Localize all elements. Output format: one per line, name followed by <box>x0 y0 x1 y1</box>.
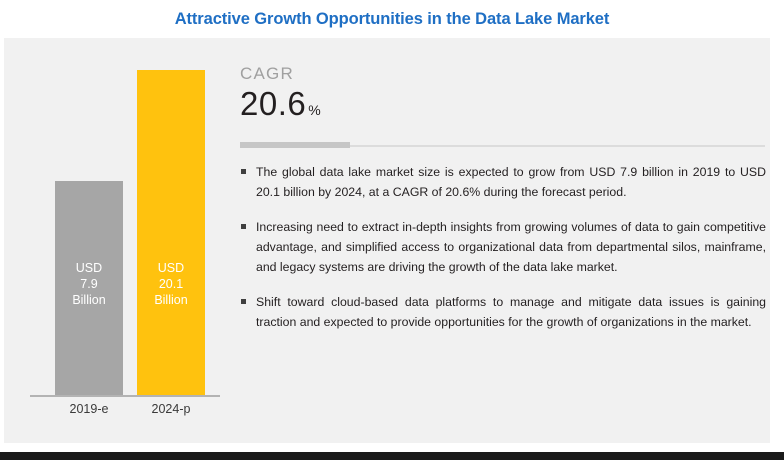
chart-x-axis-labels: 2019-e 2024-p <box>4 402 226 426</box>
list-item-text: Shift toward cloud-based data platforms … <box>256 295 766 329</box>
list-item: Shift toward cloud-based data platforms … <box>236 292 770 332</box>
list-item: Increasing need to extract in-depth insi… <box>236 217 770 277</box>
bar-2019-e: USD 7.9 Billion <box>55 181 123 396</box>
bullet-square-icon <box>241 169 246 174</box>
bar-2024-p-label-line1: USD <box>157 261 185 275</box>
cagr-value: 20.6 <box>240 85 307 122</box>
list-item-text: Increasing need to extract in-depth insi… <box>256 220 766 274</box>
cagr-label: CAGR <box>240 64 294 83</box>
bullet-square-icon <box>241 299 246 304</box>
title-bar: Attractive Growth Opportunities in the D… <box>0 0 784 38</box>
bar-2024-p: USD 20.1 Billion <box>137 70 205 396</box>
axis-tick-2019-e: 2019-e <box>69 402 109 416</box>
bottom-strip <box>0 452 784 460</box>
bar-2024-p-label-line2: 20.1 <box>158 277 184 291</box>
bar-2019-e-label-line1: USD <box>75 261 103 275</box>
divider-thin-segment <box>350 145 765 147</box>
bar-2024-p-label: USD 20.1 Billion <box>154 260 187 396</box>
bar-chart: USD 7.9 Billion USD 20.1 Billion 2019-e … <box>4 38 226 443</box>
divider-thick-segment <box>240 142 350 148</box>
bar-2019-e-label-line2: 7.9 <box>80 277 98 291</box>
list-item-text: The global data lake market size is expe… <box>256 165 766 199</box>
chart-x-axis-line <box>30 395 220 397</box>
axis-tick-2024-p: 2024-p <box>151 402 191 416</box>
bullet-list: The global data lake market size is expe… <box>236 162 770 332</box>
section-divider <box>240 142 768 148</box>
bar-2019-e-label-line3: Billion <box>72 293 106 307</box>
chart-plot-area: USD 7.9 Billion USD 20.1 Billion <box>4 38 226 396</box>
cagr-value-row: 20.6 % <box>240 86 321 122</box>
info-panel: CAGR 20.6 % The global data lake market … <box>236 38 770 443</box>
content-panel: USD 7.9 Billion USD 20.1 Billion 2019-e … <box>4 38 770 443</box>
page-title: Attractive Growth Opportunities in the D… <box>174 9 610 28</box>
bar-2024-p-label-line3: Billion <box>154 293 188 307</box>
list-item: The global data lake market size is expe… <box>236 162 770 202</box>
bar-2019-e-label: USD 7.9 Billion <box>72 260 105 396</box>
bullet-square-icon <box>241 224 246 229</box>
cagr-unit: % <box>308 102 321 118</box>
